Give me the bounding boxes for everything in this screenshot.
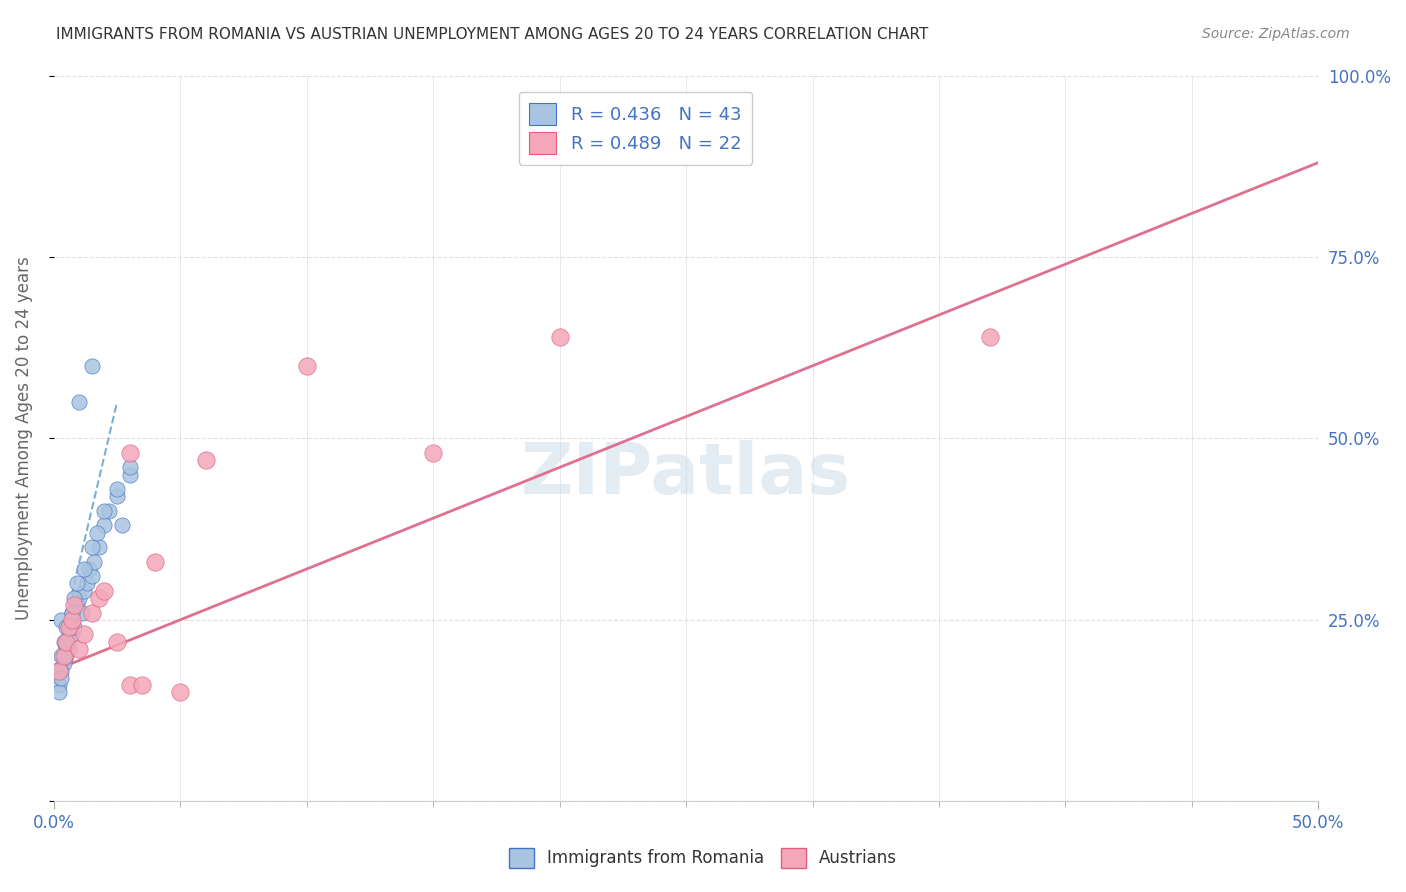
Point: [89, 540, 111, 554]
Point: [118, 467, 141, 482]
Point: [93, 504, 115, 518]
Legend: Immigrants from Romania, Austrians: Immigrants from Romania, Austrians: [502, 841, 904, 875]
Point: [194, 453, 217, 467]
Point: [60, 606, 83, 620]
Point: [45, 664, 67, 678]
Point: [80, 359, 103, 373]
Point: [67, 591, 90, 605]
Point: [55, 649, 77, 664]
Point: [80, 569, 103, 583]
Point: [67, 641, 90, 656]
Point: [48, 678, 70, 692]
Point: [118, 460, 141, 475]
Point: [48, 685, 70, 699]
Point: [80, 540, 103, 554]
Point: [51, 671, 73, 685]
Point: [67, 395, 90, 409]
Point: [55, 620, 77, 634]
Y-axis label: Unemployment Among Ages 20 to 24 years: Unemployment Among Ages 20 to 24 years: [15, 257, 32, 620]
Point: [58, 620, 80, 634]
Point: [52, 657, 75, 671]
Point: [77, 562, 100, 576]
Point: [55, 634, 77, 648]
Point: [83, 555, 105, 569]
Point: [93, 518, 115, 533]
Point: [76, 576, 98, 591]
Point: [60, 613, 83, 627]
Point: [63, 620, 86, 634]
Point: [48, 664, 70, 678]
Point: [422, 446, 444, 460]
Point: [73, 583, 96, 598]
Point: [51, 664, 73, 678]
Point: [65, 576, 87, 591]
Point: [295, 359, 318, 373]
Point: [51, 613, 73, 627]
Point: [58, 641, 80, 656]
Point: [73, 562, 96, 576]
Point: [63, 591, 86, 605]
Point: [58, 620, 80, 634]
Point: [131, 678, 153, 692]
Text: ZIPatlas: ZIPatlas: [522, 440, 851, 509]
Point: [105, 634, 128, 648]
Text: IMMIGRANTS FROM ROMANIA VS AUSTRIAN UNEMPLOYMENT AMONG AGES 20 TO 24 YEARS CORRE: IMMIGRANTS FROM ROMANIA VS AUSTRIAN UNEM…: [56, 27, 928, 42]
Point: [51, 649, 73, 664]
Point: [169, 685, 191, 699]
Point: [55, 634, 77, 648]
Point: [105, 490, 128, 504]
Text: Source: ZipAtlas.com: Source: ZipAtlas.com: [1202, 27, 1350, 41]
Point: [118, 446, 141, 460]
Point: [548, 330, 571, 344]
Legend: R = 0.436   N = 43, R = 0.489   N = 22: R = 0.436 N = 43, R = 0.489 N = 22: [519, 92, 752, 165]
Point: [52, 649, 75, 664]
Point: [60, 627, 83, 641]
Point: [73, 627, 96, 641]
Point: [65, 599, 87, 613]
Point: [111, 518, 134, 533]
Point: [105, 482, 128, 496]
Point: [98, 504, 121, 518]
Point: [93, 583, 115, 598]
Point: [63, 599, 86, 613]
Point: [89, 591, 111, 605]
Point: [86, 525, 108, 540]
Point: [979, 330, 1001, 344]
Point: [60, 606, 83, 620]
Point: [80, 606, 103, 620]
Point: [118, 678, 141, 692]
Point: [52, 634, 75, 648]
Point: [143, 555, 166, 569]
Point: [52, 649, 75, 664]
Point: [70, 606, 93, 620]
